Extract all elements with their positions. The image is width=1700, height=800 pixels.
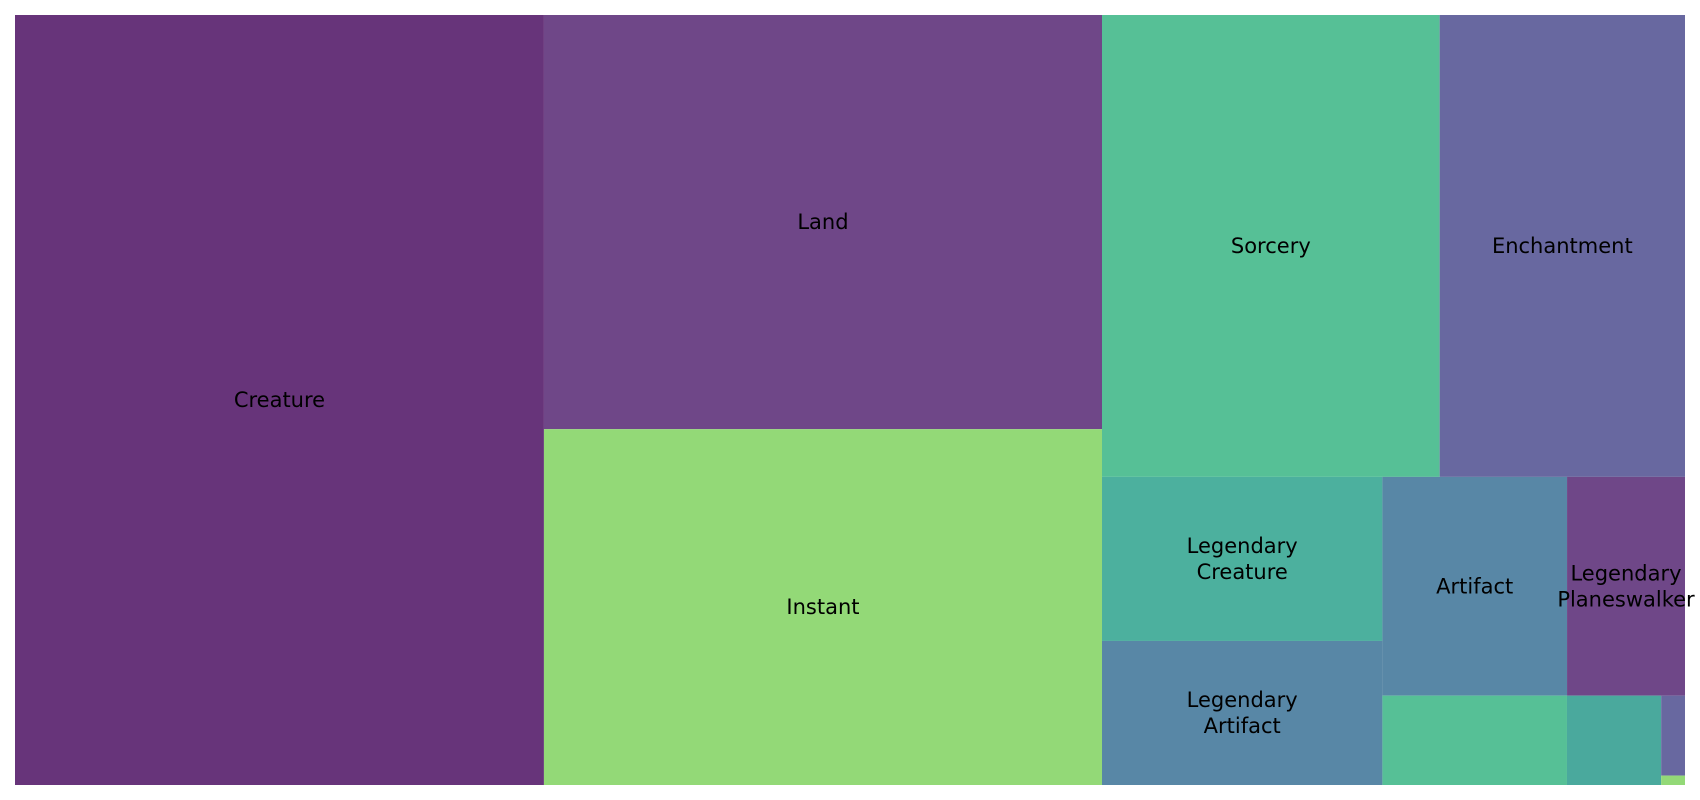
tile-label-legendary-artifact: Legendary Artifact (1187, 688, 1298, 738)
tile-legendary-creature (1102, 476, 1383, 641)
tile-legendary-planeswalker (1567, 476, 1685, 696)
tile-label-legendary-creature: Legendary Creature (1187, 534, 1298, 584)
tile-label-sorcery: Sorcery (1231, 234, 1311, 258)
tile-unlabeled-10 (1566, 695, 1662, 785)
tile-sorcery (1102, 15, 1440, 477)
tile-enchantment (1439, 15, 1685, 477)
tile-label-enchantment: Enchantment (1492, 234, 1633, 258)
tile-label-legendary-planeswalker: Legendary Planeswalker (1557, 561, 1695, 611)
tile-land (543, 15, 1103, 430)
tile-unlabeled-9 (1382, 695, 1567, 785)
tile-artifact (1382, 476, 1568, 696)
tile-creature (15, 15, 544, 785)
tile-unlabeled-12 (1661, 775, 1685, 785)
tile-label-instant: Instant (786, 595, 859, 619)
tile-label-creature: Creature (234, 388, 325, 412)
tile-unlabeled-11 (1661, 695, 1685, 776)
tile-legendary-artifact (1102, 640, 1383, 785)
tile-label-artifact: Artifact (1436, 574, 1513, 598)
tile-label-land: Land (797, 210, 848, 234)
tile-instant (543, 429, 1103, 785)
